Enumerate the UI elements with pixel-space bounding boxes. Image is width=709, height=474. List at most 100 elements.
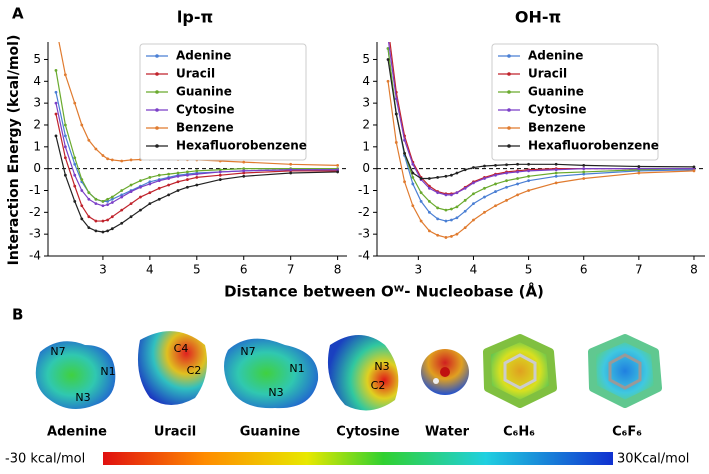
- point: [463, 226, 467, 230]
- x-tick-label: 5: [525, 263, 533, 277]
- legend-box: [139, 43, 307, 161]
- atom-label: N3: [75, 391, 90, 404]
- point: [483, 210, 486, 214]
- point: [387, 36, 390, 39]
- y-tick-label: 0: [33, 161, 41, 175]
- atom-label: N3: [374, 360, 389, 373]
- point: [463, 198, 467, 202]
- point: [463, 168, 467, 172]
- y-tick-label: -1: [358, 183, 370, 197]
- point: [472, 192, 475, 196]
- point: [505, 198, 508, 202]
- y-tick-label: -4: [29, 249, 41, 263]
- point: [63, 123, 67, 127]
- y-tick-label: -1: [29, 183, 41, 197]
- point: [494, 182, 497, 186]
- point: [87, 138, 91, 142]
- point: [73, 173, 77, 177]
- x-tick-label: 7: [635, 263, 643, 277]
- molecule-images: [35, 331, 662, 411]
- point: [167, 172, 171, 176]
- point: [120, 159, 124, 163]
- legend-label: Hexafluorobenzene: [176, 139, 307, 153]
- point: [505, 185, 508, 189]
- atom-label: N3: [268, 386, 283, 399]
- point: [483, 177, 486, 180]
- point: [176, 174, 180, 178]
- molecule-label: Water: [425, 425, 470, 440]
- y-axis-label: Interaction Energy (kcal/mol): [6, 35, 22, 266]
- point: [101, 204, 105, 208]
- point: [80, 189, 84, 192]
- point: [218, 168, 222, 172]
- x-tick-label: 4: [470, 263, 478, 277]
- point: [129, 190, 133, 193]
- x-tick-label: 3: [415, 263, 423, 277]
- point: [176, 189, 180, 192]
- point: [106, 229, 110, 233]
- series-line: [55, 103, 338, 207]
- point: [289, 168, 293, 172]
- series-line: [55, 70, 338, 203]
- point: [411, 175, 415, 179]
- point: [186, 170, 189, 174]
- molecule-label: C₆H₆: [503, 425, 535, 440]
- atom-label: C2: [187, 364, 202, 377]
- point: [554, 174, 558, 178]
- point: [582, 170, 586, 174]
- legend-label: Cytosine: [528, 103, 587, 117]
- point: [411, 204, 415, 208]
- point: [55, 25, 58, 28]
- point: [157, 186, 161, 190]
- point: [94, 197, 98, 201]
- y-tick-label: -2: [29, 205, 41, 219]
- point: [483, 195, 486, 199]
- point: [419, 177, 423, 180]
- point: [403, 180, 406, 184]
- point: [148, 202, 152, 205]
- point: [394, 112, 398, 116]
- point: [444, 236, 448, 239]
- point: [472, 202, 475, 205]
- point: [494, 204, 497, 208]
- point: [403, 138, 406, 142]
- point: [63, 145, 67, 149]
- molecule-label: Guanine: [240, 425, 301, 440]
- point: [516, 182, 519, 186]
- series-line: [55, 113, 338, 222]
- point: [554, 171, 558, 175]
- x-tick-label: 5: [193, 263, 201, 277]
- legend-marker: [155, 72, 159, 76]
- y-tick-label: 0: [362, 161, 370, 175]
- point: [87, 191, 91, 195]
- point: [218, 170, 222, 174]
- legend-label: Benzene: [176, 121, 234, 135]
- point: [63, 173, 67, 177]
- plot-area: [377, 36, 705, 239]
- point: [436, 175, 440, 179]
- legend-label: Adenine: [528, 49, 583, 63]
- point: [554, 168, 558, 172]
- point: [336, 168, 340, 172]
- point: [472, 218, 475, 222]
- point: [157, 179, 161, 183]
- point: [455, 171, 459, 175]
- legend-marker: [155, 108, 159, 112]
- x-tick-label: 8: [690, 263, 698, 277]
- point: [505, 171, 508, 175]
- point: [419, 200, 423, 203]
- point: [157, 197, 161, 201]
- x-tick-label: 4: [146, 263, 154, 277]
- point: [195, 175, 199, 179]
- point: [692, 169, 696, 173]
- x-axis-label: Distance between Oᵂ- Nucleobase (Å): [224, 282, 544, 301]
- panel-label: B: [12, 306, 23, 324]
- point: [157, 173, 161, 177]
- point: [186, 173, 189, 177]
- point: [101, 219, 105, 223]
- panel-label: A: [12, 5, 24, 23]
- point: [516, 177, 519, 180]
- point: [505, 163, 508, 167]
- point: [106, 197, 110, 201]
